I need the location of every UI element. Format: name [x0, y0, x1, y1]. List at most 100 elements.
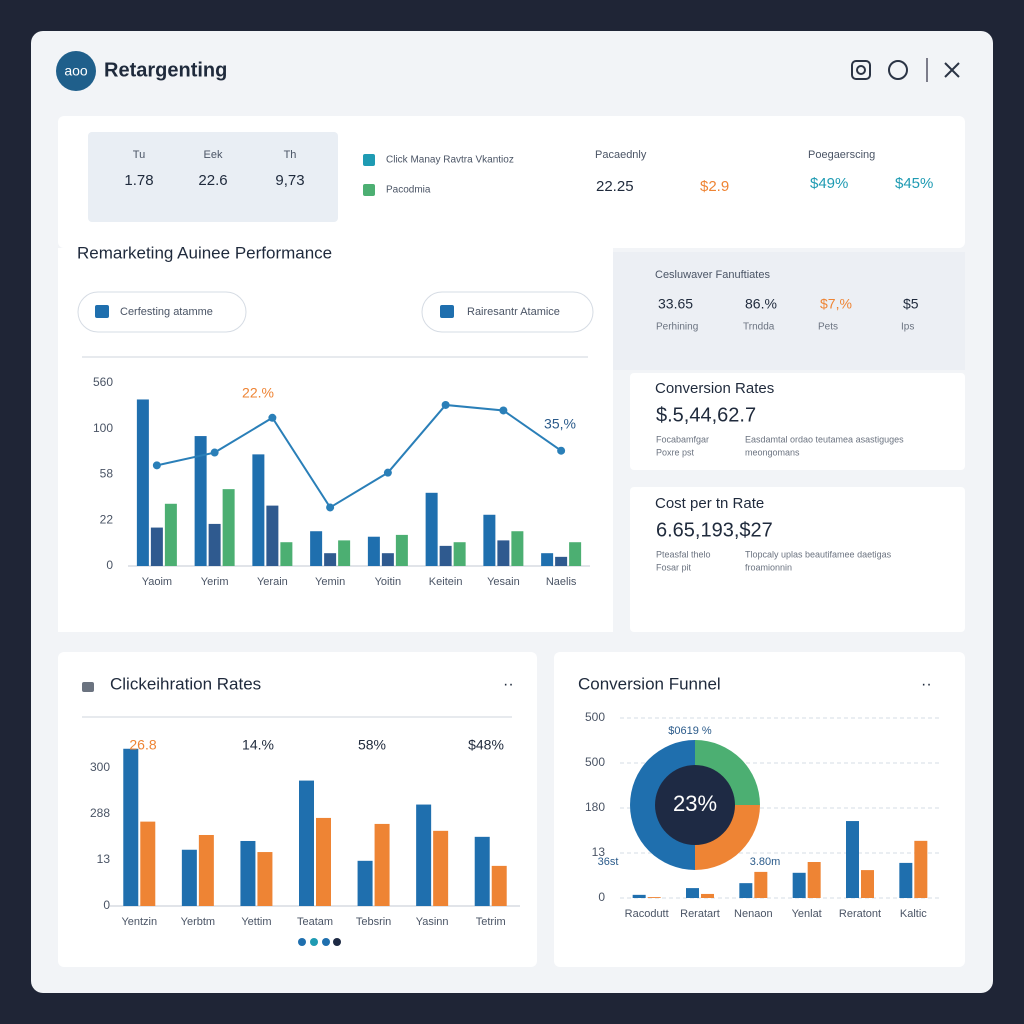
- summary-value: 9,73: [275, 172, 304, 189]
- y-tick-label: 560: [93, 375, 113, 389]
- bar: [555, 556, 568, 566]
- x-tick-label: Tetrim: [476, 916, 506, 928]
- bar: [324, 553, 337, 566]
- kpi-label: Pacaednly: [595, 149, 647, 161]
- page-dot[interactable]: [298, 938, 306, 946]
- bar: [497, 540, 510, 566]
- x-tick-label: Reratont: [839, 908, 881, 920]
- bar: [807, 862, 821, 898]
- line-point: [499, 406, 508, 415]
- y-tick-label: 0: [598, 890, 605, 904]
- bar: [381, 553, 394, 566]
- card-title: Conversion Rates: [655, 380, 774, 397]
- bar: [632, 894, 646, 898]
- annotation: 58%: [358, 737, 386, 753]
- card-note: Focabamfgar: [656, 434, 709, 444]
- side-stat-value: $7,%: [820, 296, 852, 312]
- side-stat-label: Ips: [901, 322, 914, 333]
- bar: [846, 821, 859, 898]
- bar: [280, 542, 293, 566]
- card-note: Poxre pst: [656, 447, 695, 457]
- filter-button[interactable]: [421, 291, 594, 333]
- bar: [181, 849, 197, 906]
- bar: [240, 840, 256, 906]
- close-button[interactable]: [944, 62, 960, 78]
- annotation: 26.8: [129, 737, 156, 753]
- x-tick-label: Yenlat: [792, 908, 822, 920]
- bar: [433, 830, 449, 906]
- x-tick-label: Reratart: [680, 908, 720, 920]
- side-stat-label: Perhining: [656, 322, 698, 333]
- kpi-value: $45%: [895, 175, 933, 192]
- bar: [491, 865, 507, 906]
- bar: [222, 489, 235, 566]
- bar: [140, 821, 156, 906]
- kpi-value: $2.9: [700, 178, 729, 195]
- lock-icon: [82, 682, 94, 692]
- bar: [136, 399, 149, 566]
- bar: [198, 834, 214, 906]
- bar: [367, 536, 380, 566]
- checkbox[interactable]: [363, 154, 375, 166]
- bar: [338, 540, 351, 566]
- menu-dots[interactable]: ··: [503, 676, 514, 693]
- bar: [541, 553, 554, 566]
- bar: [739, 883, 753, 898]
- bar: [569, 542, 582, 566]
- summary-box: [88, 132, 338, 222]
- icon-button[interactable]: [888, 60, 908, 80]
- card-note: Fosar pit: [656, 562, 692, 572]
- bar: [861, 870, 874, 898]
- bar: [299, 780, 314, 906]
- filter-button[interactable]: [77, 291, 247, 333]
- pie-center-label: 23%: [673, 791, 717, 816]
- app-title: Retargenting: [104, 59, 227, 81]
- x-tick-label: Yemin: [315, 576, 345, 588]
- y-tick-label: 100: [93, 421, 113, 435]
- summary-value: 22.6: [198, 172, 227, 189]
- page-dot[interactable]: [333, 938, 341, 946]
- annotation: $0619 %: [668, 725, 712, 737]
- side-stat-value: $5: [903, 296, 919, 312]
- x-tick-label: Yerim: [201, 576, 229, 588]
- x-tick-label: Yentzin: [121, 916, 157, 928]
- bar: [257, 852, 273, 906]
- y-tick-label: 58: [100, 467, 114, 481]
- icon: [440, 305, 454, 318]
- x-tick-label: Kaltic: [900, 908, 927, 920]
- y-tick-label: 13: [592, 845, 606, 859]
- icon-button[interactable]: [851, 60, 871, 80]
- side-stat-label: Pets: [818, 322, 838, 333]
- line-point: [441, 400, 450, 409]
- y-tick-label: 500: [585, 755, 605, 769]
- line: [156, 403, 562, 509]
- bar: [483, 514, 496, 566]
- card-value: $.5,44,62.7: [656, 404, 756, 426]
- annotation: 3.80m: [750, 856, 781, 868]
- side-stats-panel: [613, 252, 965, 370]
- bar: [453, 542, 466, 566]
- bar: [123, 748, 139, 906]
- bar: [357, 860, 373, 906]
- side-stat-value: 86.%: [745, 296, 777, 312]
- page-dot[interactable]: [322, 938, 330, 946]
- page-dot[interactable]: [310, 938, 318, 946]
- pie-center: [655, 765, 735, 845]
- y-tick-label: 288: [90, 806, 110, 820]
- card-title: Cost per tn Rate: [655, 495, 764, 512]
- summary-label: Th: [284, 149, 297, 161]
- bar: [266, 505, 279, 566]
- x-tick-label: Keitein: [429, 576, 463, 588]
- bar: [310, 531, 323, 566]
- card-value: 6.65,193,$27: [656, 519, 773, 541]
- x-tick-label: Yesain: [487, 576, 520, 588]
- y-tick-label: 0: [103, 898, 110, 912]
- checkbox[interactable]: [363, 184, 375, 196]
- legend-label: Click Manay Ravtra Vkantioz: [386, 155, 514, 166]
- bar: [150, 527, 163, 566]
- line-point: [557, 446, 566, 455]
- menu-dots[interactable]: ··: [921, 676, 932, 693]
- bar: [416, 804, 432, 906]
- logo-text: aoo: [64, 63, 88, 79]
